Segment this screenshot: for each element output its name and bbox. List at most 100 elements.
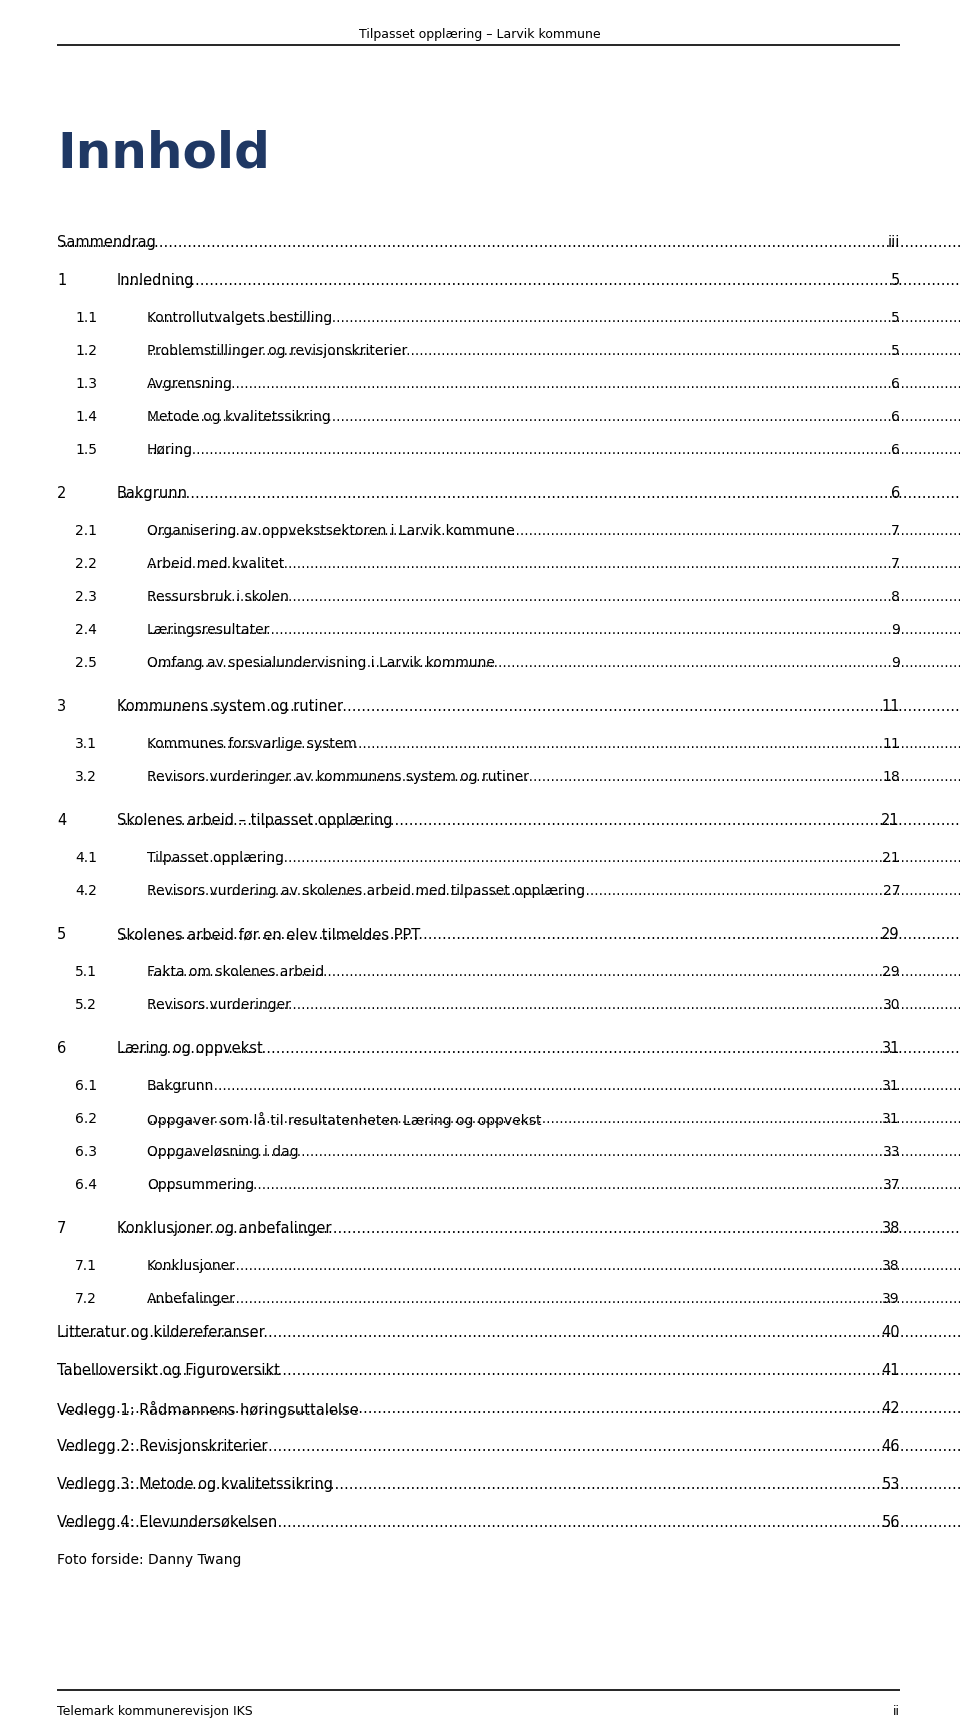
Text: Tilpasset opplæring: Tilpasset opplæring: [147, 851, 284, 865]
Text: ................................................................................: ........................................…: [149, 1259, 960, 1272]
Text: Problemstillinger og revisjonskriterier: Problemstillinger og revisjonskriterier: [147, 344, 407, 358]
Text: ................................................................................: ........................................…: [149, 524, 960, 538]
Text: Omfang av spesialundervisning i Larvik kommune: Omfang av spesialundervisning i Larvik k…: [147, 656, 494, 670]
Text: Revisors vurdering av skolenes arbeid med tilpasset opplæring: Revisors vurdering av skolenes arbeid me…: [147, 884, 586, 898]
Text: 1.4: 1.4: [75, 410, 97, 424]
Text: ................................................................................: ........................................…: [149, 623, 960, 637]
Text: ................................................................................: ........................................…: [119, 1042, 960, 1055]
Text: 21: 21: [882, 851, 900, 865]
Text: ................................................................................: ........................................…: [149, 1080, 960, 1094]
Text: Oppgaver som lå til resultatenheten Læring og oppvekst: Oppgaver som lå til resultatenheten Læri…: [147, 1113, 541, 1128]
Text: ................................................................................: ........................................…: [149, 1292, 960, 1305]
Text: ................................................................................: ........................................…: [149, 590, 960, 604]
Text: 41: 41: [881, 1363, 900, 1378]
Text: 38: 38: [881, 1220, 900, 1236]
Text: 42: 42: [881, 1401, 900, 1417]
Text: 7.2: 7.2: [75, 1292, 97, 1305]
Text: 9: 9: [891, 656, 900, 670]
Text: 4.1: 4.1: [75, 851, 97, 865]
Text: Fakta om skolenes arbeid: Fakta om skolenes arbeid: [147, 965, 324, 979]
Text: ................................................................................: ........................................…: [149, 311, 960, 325]
Text: 40: 40: [881, 1325, 900, 1340]
Text: Sammendrag: Sammendrag: [57, 234, 156, 250]
Text: 9: 9: [891, 623, 900, 637]
Text: Tabelloversikt og Figuroversikt: Tabelloversikt og Figuroversikt: [57, 1363, 280, 1378]
Text: 1.2: 1.2: [75, 344, 97, 358]
Text: 4: 4: [57, 812, 66, 828]
Text: Foto forside: Danny Twang: Foto forside: Danny Twang: [57, 1554, 241, 1568]
Text: Metode og kvalitetssikring: Metode og kvalitetssikring: [147, 410, 331, 424]
Text: ................................................................................: ........................................…: [119, 486, 960, 502]
Text: Konklusjoner: Konklusjoner: [147, 1259, 236, 1272]
Text: Læringsresultater: Læringsresultater: [147, 623, 271, 637]
Text: Organisering av oppvekstsektoren i Larvik kommune: Organisering av oppvekstsektoren i Larvi…: [147, 524, 515, 538]
Text: 5: 5: [891, 344, 900, 358]
Text: ................................................................................: ........................................…: [59, 1516, 960, 1529]
Text: 3: 3: [57, 700, 66, 713]
Text: ................................................................................: ........................................…: [149, 656, 960, 670]
Text: Telemark kommunerevisjon IKS: Telemark kommunerevisjon IKS: [57, 1705, 252, 1719]
Text: ................................................................................: ........................................…: [149, 884, 960, 898]
Text: ................................................................................: ........................................…: [59, 234, 960, 250]
Text: ................................................................................: ........................................…: [149, 1113, 960, 1127]
Text: Oppsummering: Oppsummering: [147, 1179, 254, 1193]
Text: ................................................................................: ........................................…: [119, 812, 960, 828]
Text: Revisors vurderinger av kommunens system og rutiner: Revisors vurderinger av kommunens system…: [147, 771, 529, 785]
Text: 6: 6: [57, 1042, 66, 1055]
Text: 1.3: 1.3: [75, 377, 97, 391]
Text: 2.4: 2.4: [75, 623, 97, 637]
Text: 56: 56: [881, 1516, 900, 1529]
Text: ................................................................................: ........................................…: [149, 965, 960, 979]
Text: Tilpasset opplæring – Larvik kommune: Tilpasset opplæring – Larvik kommune: [359, 28, 601, 42]
Text: Konklusjoner og anbefalinger: Konklusjoner og anbefalinger: [117, 1220, 331, 1236]
Text: 37: 37: [882, 1179, 900, 1193]
Text: 6.2: 6.2: [75, 1113, 97, 1127]
Text: 6: 6: [891, 377, 900, 391]
Text: 6: 6: [891, 410, 900, 424]
Text: ................................................................................: ........................................…: [149, 998, 960, 1012]
Text: 7.1: 7.1: [75, 1259, 97, 1272]
Text: 2.5: 2.5: [75, 656, 97, 670]
Text: Kommunes forsvarlige system: Kommunes forsvarlige system: [147, 738, 357, 752]
Text: 38: 38: [882, 1259, 900, 1272]
Text: ................................................................................: ........................................…: [59, 1477, 960, 1491]
Text: 6: 6: [891, 486, 900, 502]
Text: 11: 11: [882, 738, 900, 752]
Text: ................................................................................: ........................................…: [149, 377, 960, 391]
Text: ................................................................................: ........................................…: [59, 1439, 960, 1455]
Text: Kontrollutvalgets bestilling: Kontrollutvalgets bestilling: [147, 311, 332, 325]
Text: 5: 5: [57, 927, 66, 943]
Text: Vedlegg 3: Metode og kvalitetssikring: Vedlegg 3: Metode og kvalitetssikring: [57, 1477, 333, 1491]
Text: ................................................................................: ........................................…: [119, 700, 960, 713]
Text: Ressursbruk i skolen: Ressursbruk i skolen: [147, 590, 289, 604]
Text: 5: 5: [891, 273, 900, 288]
Text: iii: iii: [888, 234, 900, 250]
Text: 5: 5: [891, 311, 900, 325]
Text: 2.2: 2.2: [75, 557, 97, 571]
Text: ................................................................................: ........................................…: [59, 1363, 960, 1378]
Text: 3.1: 3.1: [75, 738, 97, 752]
Text: 5.1: 5.1: [75, 965, 97, 979]
Text: Skolenes arbeid – tilpasset opplæring: Skolenes arbeid – tilpasset opplæring: [117, 812, 393, 828]
Text: Kommunens system og rutiner: Kommunens system og rutiner: [117, 700, 343, 713]
Text: 1.1: 1.1: [75, 311, 97, 325]
Text: 7: 7: [891, 524, 900, 538]
Text: ................................................................................: ........................................…: [149, 771, 960, 785]
Text: 31: 31: [882, 1080, 900, 1094]
Text: Læring og oppvekst: Læring og oppvekst: [117, 1042, 263, 1055]
Text: Arbeid med kvalitet: Arbeid med kvalitet: [147, 557, 284, 571]
Text: Bakgrunn: Bakgrunn: [147, 1080, 214, 1094]
Text: Innledning: Innledning: [117, 273, 195, 288]
Text: ................................................................................: ........................................…: [149, 443, 960, 457]
Text: Høring: Høring: [147, 443, 193, 457]
Text: ................................................................................: ........................................…: [149, 851, 960, 865]
Text: ................................................................................: ........................................…: [149, 1146, 960, 1160]
Text: ................................................................................: ........................................…: [119, 273, 960, 288]
Text: 30: 30: [882, 998, 900, 1012]
Text: 6: 6: [891, 443, 900, 457]
Text: 5.2: 5.2: [75, 998, 97, 1012]
Text: 6.4: 6.4: [75, 1179, 97, 1193]
Text: Vedlegg 2: Revisjonskriterier: Vedlegg 2: Revisjonskriterier: [57, 1439, 268, 1455]
Text: 3.2: 3.2: [75, 771, 97, 785]
Text: 21: 21: [881, 812, 900, 828]
